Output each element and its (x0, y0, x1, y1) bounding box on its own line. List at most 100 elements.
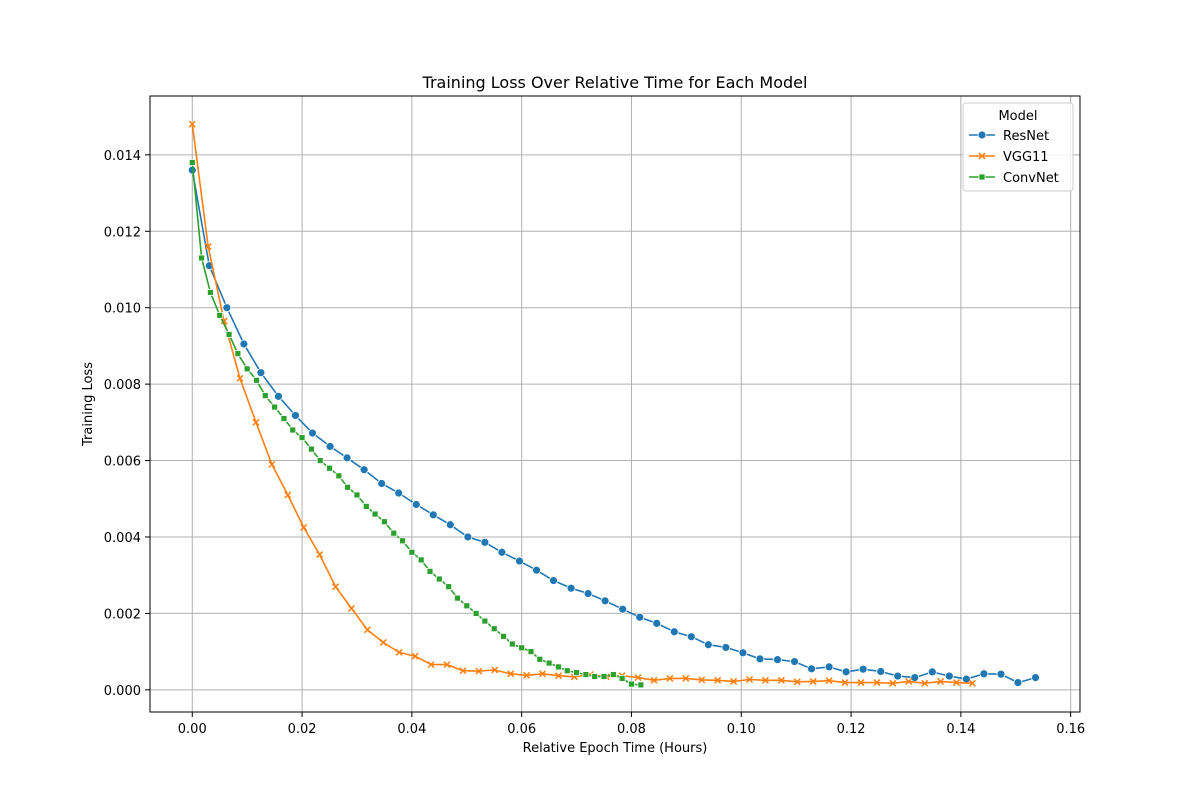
data-point (298, 434, 306, 442)
data-point (686, 632, 696, 642)
data-point (573, 669, 580, 677)
data-point (841, 667, 851, 677)
data-point (761, 676, 769, 684)
data-point (347, 604, 356, 612)
data-point (508, 640, 516, 648)
x-tick-label: 0.02 (288, 722, 317, 737)
data-point (536, 655, 544, 663)
data-point (793, 678, 801, 686)
x-axis: 0.00 0.02 0.04 0.06 0.08 0.10 0.12 0.14 0.16 (178, 712, 1085, 737)
data-point (858, 664, 868, 674)
legend-item-resnet: ResNet (969, 129, 1049, 144)
data-point (532, 565, 541, 575)
data-point (280, 415, 288, 422)
data-point (435, 575, 443, 583)
data-point (873, 679, 881, 687)
data-point (889, 679, 897, 687)
data-point (698, 676, 706, 684)
data-point (463, 602, 471, 610)
data-point (563, 667, 571, 675)
grid (150, 96, 1080, 712)
y-axis: 0.000 0.002 0.004 0.006 0.008 0.010 0.012 0.014 (104, 149, 150, 699)
data-point (809, 677, 817, 685)
plot-area (187, 120, 1040, 689)
data-point (427, 661, 435, 669)
data-point (395, 648, 403, 656)
data-point (996, 669, 1006, 679)
data-point (609, 671, 617, 678)
data-point (239, 339, 249, 349)
data-point (583, 589, 593, 598)
data-point (234, 350, 242, 357)
data-point (411, 500, 421, 509)
data-point (243, 365, 251, 373)
data-point (252, 418, 260, 426)
data-point (379, 638, 387, 646)
x-axis-label: Relative Epoch Time (Hours) (523, 741, 708, 756)
data-point (417, 556, 425, 564)
data-point (308, 428, 317, 438)
data-point (755, 654, 765, 664)
data-point (371, 510, 379, 518)
data-point (289, 426, 297, 434)
y-tick-label: 0.012 (104, 225, 141, 240)
data-point (507, 670, 515, 678)
data-point (650, 676, 658, 684)
x-tick-label: 0.08 (617, 722, 646, 737)
data-point (342, 453, 352, 463)
data-point (308, 445, 315, 453)
data-point (669, 627, 679, 637)
data-point (738, 648, 748, 658)
data-point (682, 674, 690, 682)
data-point (968, 679, 976, 687)
data-point (857, 679, 865, 687)
data-point (549, 576, 558, 585)
data-point (291, 411, 300, 420)
y-tick-label: 0.008 (104, 378, 141, 393)
data-point (1013, 678, 1023, 687)
x-tick-label: 0.14 (946, 722, 975, 737)
series-line (191, 124, 973, 685)
data-point (475, 667, 483, 675)
data-point (481, 617, 489, 625)
data-point (236, 374, 244, 382)
data-point (545, 659, 553, 667)
data-point (463, 532, 473, 542)
data-point (362, 503, 370, 510)
data-point (600, 596, 610, 606)
data-point (359, 465, 369, 475)
y-tick-label: 0.014 (104, 149, 141, 164)
data-point (353, 491, 361, 499)
data-point (554, 672, 562, 680)
data-point (198, 254, 206, 262)
data-point (927, 667, 937, 677)
series-resnet (187, 165, 1040, 687)
data-point (284, 491, 292, 499)
data-point (335, 472, 343, 480)
data-point (777, 676, 785, 684)
data-point (459, 667, 467, 675)
data-point (952, 679, 961, 687)
data-point (539, 670, 547, 678)
data-point (316, 551, 324, 559)
x-tick-label: 0.00 (178, 722, 207, 737)
legend-marker (978, 152, 986, 160)
legend-label: ResNet (1003, 129, 1049, 144)
data-point (944, 671, 954, 681)
data-point (363, 626, 371, 634)
data-point (666, 674, 674, 682)
legend: Model ResNet VGG11 ConvNet (962, 102, 1074, 192)
data-point (634, 674, 642, 682)
data-point (445, 583, 453, 591)
data-point (921, 679, 929, 687)
data-point (523, 671, 531, 679)
data-point (204, 243, 212, 251)
data-point (261, 392, 269, 399)
data-point (253, 376, 260, 384)
data-point (721, 643, 731, 652)
data-point (408, 548, 416, 556)
y-axis-label: Training Loss (81, 362, 96, 447)
data-point (472, 610, 480, 617)
data-point (979, 669, 989, 679)
